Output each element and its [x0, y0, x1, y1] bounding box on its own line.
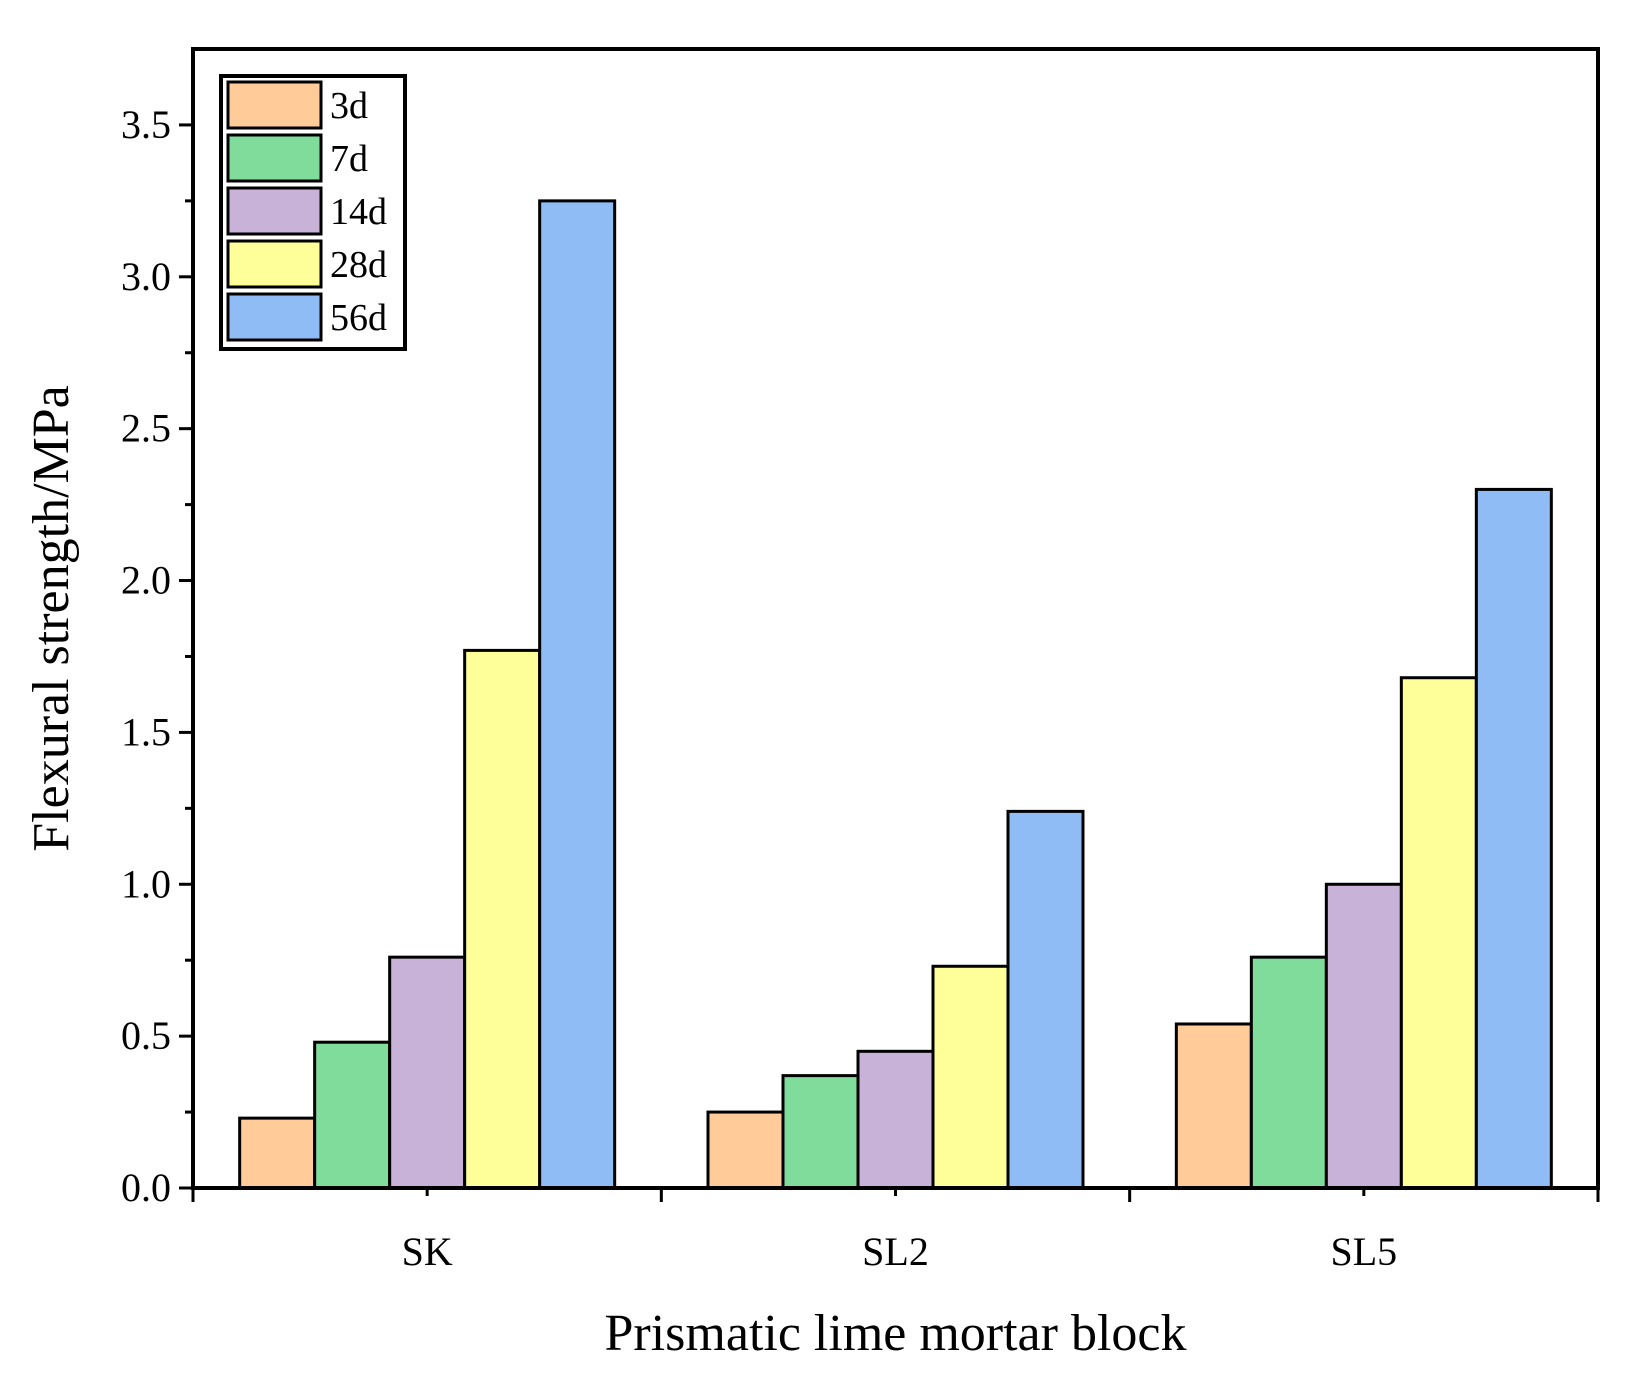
legend-label: 56d — [330, 297, 387, 339]
bar-sl2-14d — [856, 1049, 935, 1190]
bar-sl2-28d — [931, 964, 1010, 1190]
legend-label: 7d — [330, 138, 368, 180]
bar-sl5-7d — [1249, 955, 1328, 1190]
y-tick-label: 1.0 — [121, 861, 171, 906]
bar-sk-28d — [463, 648, 542, 1190]
legend-swatch-3d — [226, 80, 323, 130]
y-tick-label: 3.5 — [121, 102, 171, 147]
y-tick-label: 0.5 — [121, 1013, 171, 1058]
bar-sl2-7d — [781, 1074, 860, 1190]
legend-label: 3d — [330, 85, 368, 127]
y-tick-label: 2.0 — [121, 558, 171, 603]
bar-sl2-3d — [706, 1110, 785, 1190]
bar-sl5-3d — [1174, 1022, 1253, 1190]
legend-swatch-14d — [226, 186, 323, 236]
y-tick-label: 2.5 — [121, 406, 171, 451]
x-tick-labels: SK SL2 SL5 — [402, 1229, 1398, 1274]
x-axis-title: Prismatic lime mortar block — [605, 1305, 1187, 1362]
bar-sl2-56d — [1006, 809, 1085, 1190]
bar-sk-3d — [238, 1116, 317, 1190]
y-tick-label: 0.0 — [121, 1165, 171, 1210]
bars — [238, 199, 1553, 1190]
legend-label: 14d — [330, 191, 387, 233]
legend-label: 28d — [330, 244, 387, 286]
bar-sk-56d — [538, 199, 617, 1190]
bar-sk-7d — [313, 1040, 392, 1190]
legend: 3d 7d 14d 28d 56d — [219, 74, 407, 351]
y-axis-title: Flexural strength/MPa — [23, 385, 80, 852]
bar-sl5-56d — [1474, 487, 1553, 1190]
y-tick-label: 3.0 — [121, 254, 171, 299]
x-tick-label: SL2 — [862, 1229, 929, 1274]
y-tick-labels: 0.0 0.5 1.0 1.5 2.0 2.5 3.0 3.5 — [121, 102, 171, 1210]
bar-sl5-14d — [1324, 882, 1403, 1190]
plot-frame — [191, 47, 1600, 1190]
x-tick-label: SL5 — [1330, 1229, 1397, 1274]
legend-swatch-56d — [226, 292, 323, 342]
bar-sl5-28d — [1399, 676, 1478, 1190]
y-tick-label: 1.5 — [121, 709, 171, 754]
bar-sk-14d — [388, 955, 467, 1190]
x-tick-label: SK — [402, 1229, 453, 1274]
legend-swatch-28d — [226, 239, 323, 289]
legend-swatch-7d — [226, 133, 323, 183]
